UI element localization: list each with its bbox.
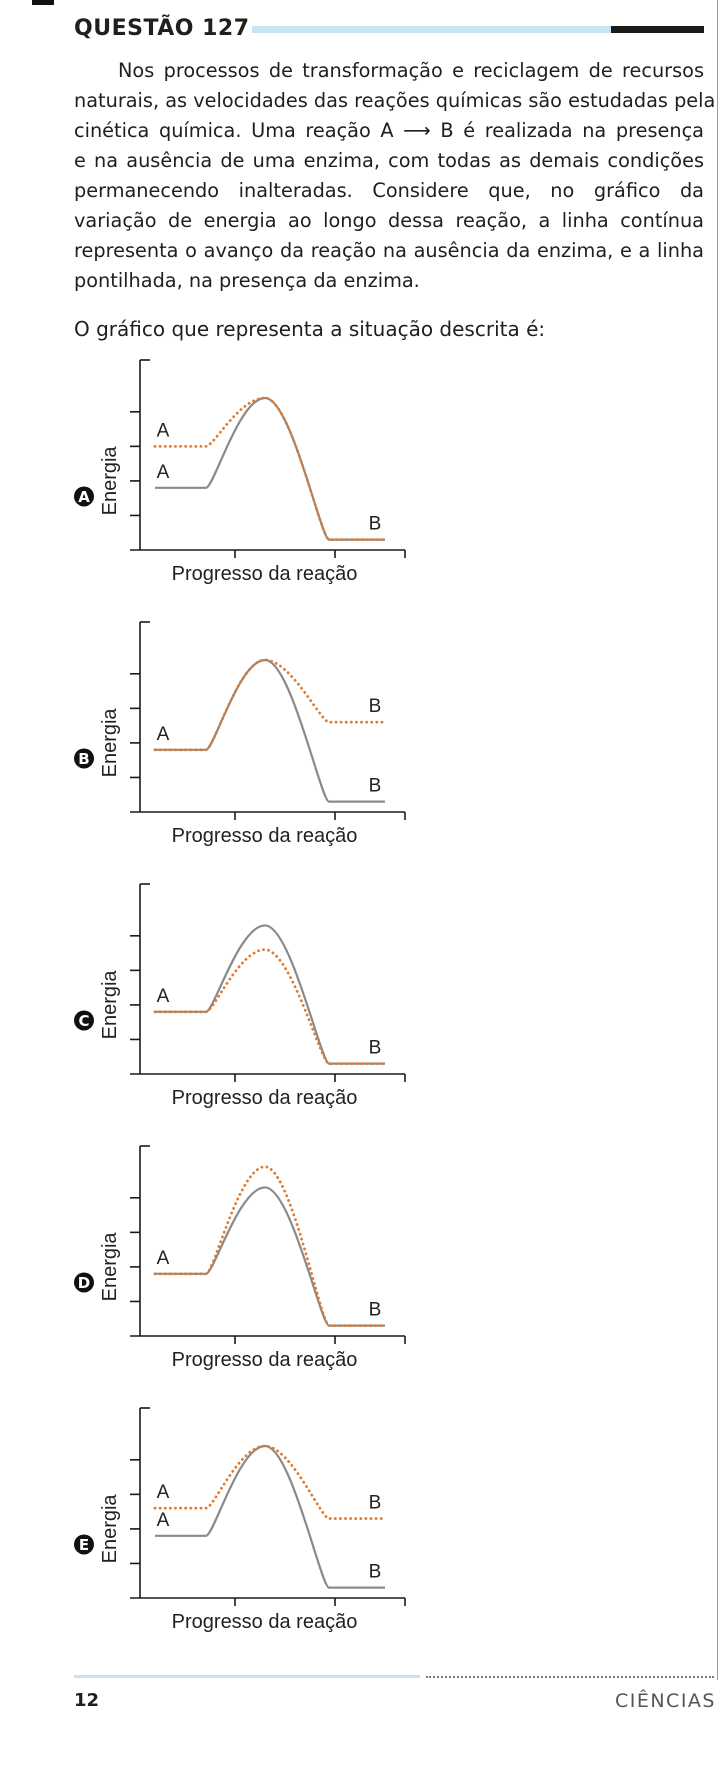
section-name: CIÊNCIAS: [614, 1690, 716, 1712]
y-axis-label: Energia: [99, 1232, 121, 1302]
curve-label: A: [157, 1248, 170, 1269]
x-axis-label: Progresso da reação: [172, 1611, 358, 1633]
option-letter: A: [78, 488, 90, 506]
energy-diagram: Energia Progresso da reação B A B B: [74, 621, 406, 847]
energy-diagram: Energia Progresso da reação C A B: [74, 883, 406, 1109]
stem-line: cinética química. Uma reação A ⟶ B é rea…: [74, 119, 704, 142]
option-letter-badge: [74, 748, 94, 769]
question-prompt: O gráfico que representa a situação desc…: [74, 317, 546, 341]
energy-diagram: Energia Progresso da reação D A B: [74, 1145, 406, 1371]
option-e[interactable]: Energia Progresso da reação E A A B B: [70, 1398, 470, 1668]
page-right-rule: [717, 0, 718, 1680]
question-title: QUESTÃO 127: [74, 16, 250, 41]
stem-line: variação de energia ao longo dessa reaçã…: [74, 209, 704, 232]
question-stem: Nos processos de transformação e recicla…: [74, 56, 716, 296]
solid-line-series: [155, 396, 385, 541]
curve-label: B: [369, 1038, 382, 1059]
curve-label: A: [157, 420, 170, 441]
curve-label: A: [157, 986, 170, 1007]
curve-label: B: [369, 1300, 382, 1321]
solid-line-series: [155, 658, 385, 803]
x-axis-label: Progresso da reação: [172, 825, 358, 847]
option-d[interactable]: Energia Progresso da reação D A B: [70, 1136, 470, 1406]
footer-dotted-rule: [426, 1676, 714, 1678]
corner-mark: [32, 0, 54, 5]
dotted-line-series: [153, 658, 387, 752]
footer-rule: [74, 1675, 420, 1678]
y-axis-label: Energia: [99, 970, 121, 1040]
x-axis-label: Progresso da reação: [172, 563, 358, 585]
dotted-line-series: [153, 1444, 387, 1520]
option-letter-badge: [74, 1010, 94, 1031]
x-axis-label: Progresso da reação: [172, 1349, 358, 1371]
dotted-line-series: [153, 396, 387, 542]
option-letter-badge: [74, 486, 94, 507]
curve-label: B: [369, 696, 382, 717]
option-c[interactable]: Energia Progresso da reação C A B: [70, 874, 470, 1144]
curve-label: B: [369, 514, 382, 535]
stem-line: pontilhada, na presença da enzima.: [74, 269, 420, 292]
solid-line-series: [155, 1186, 385, 1327]
curve-label: A: [157, 462, 170, 483]
curve-label: A: [157, 1510, 170, 1531]
title-bar-accent: [611, 26, 704, 33]
option-letter: E: [79, 1536, 89, 1554]
stem-line: representa o avanço da reação na ausênci…: [74, 239, 704, 262]
option-b[interactable]: Energia Progresso da reação B A B B: [70, 612, 470, 882]
question-header: QUESTÃO 127: [74, 14, 704, 44]
stem-line: naturais, as velocidades das reações quí…: [74, 89, 716, 112]
option-letter: B: [78, 750, 89, 768]
page-number: 12: [74, 1690, 100, 1711]
option-letter-badge: [74, 1272, 94, 1293]
y-axis-label: Energia: [99, 446, 121, 516]
y-axis-label: Energia: [99, 1494, 121, 1564]
option-letter: C: [78, 1012, 89, 1030]
option-a[interactable]: Energia Progresso da reação A A A B: [70, 350, 470, 620]
stem-line: Nos processos de transformação e recicla…: [118, 59, 704, 82]
solid-line-series: [155, 924, 385, 1065]
x-axis-label: Progresso da reação: [172, 1087, 358, 1109]
y-axis-label: Energia: [99, 708, 121, 778]
solid-line-series: [155, 1444, 385, 1589]
energy-diagram: Energia Progresso da reação E AA B B: [74, 1407, 406, 1633]
curve-label: B: [369, 776, 382, 797]
title-bar: [252, 26, 704, 33]
stem-line: e na ausência de uma enzima, com todas a…: [74, 149, 704, 172]
curve-label: B: [369, 1562, 382, 1583]
dotted-line-series: [153, 1165, 387, 1328]
curve-label: B: [369, 1493, 382, 1514]
dotted-line-series: [153, 948, 387, 1066]
stem-line: permanecendo inalteradas. Considere que,…: [74, 179, 704, 202]
curve-label: A: [157, 724, 170, 745]
option-letter-badge: [74, 1534, 94, 1555]
curve-label: A: [157, 1482, 170, 1503]
option-letter: D: [78, 1274, 90, 1292]
